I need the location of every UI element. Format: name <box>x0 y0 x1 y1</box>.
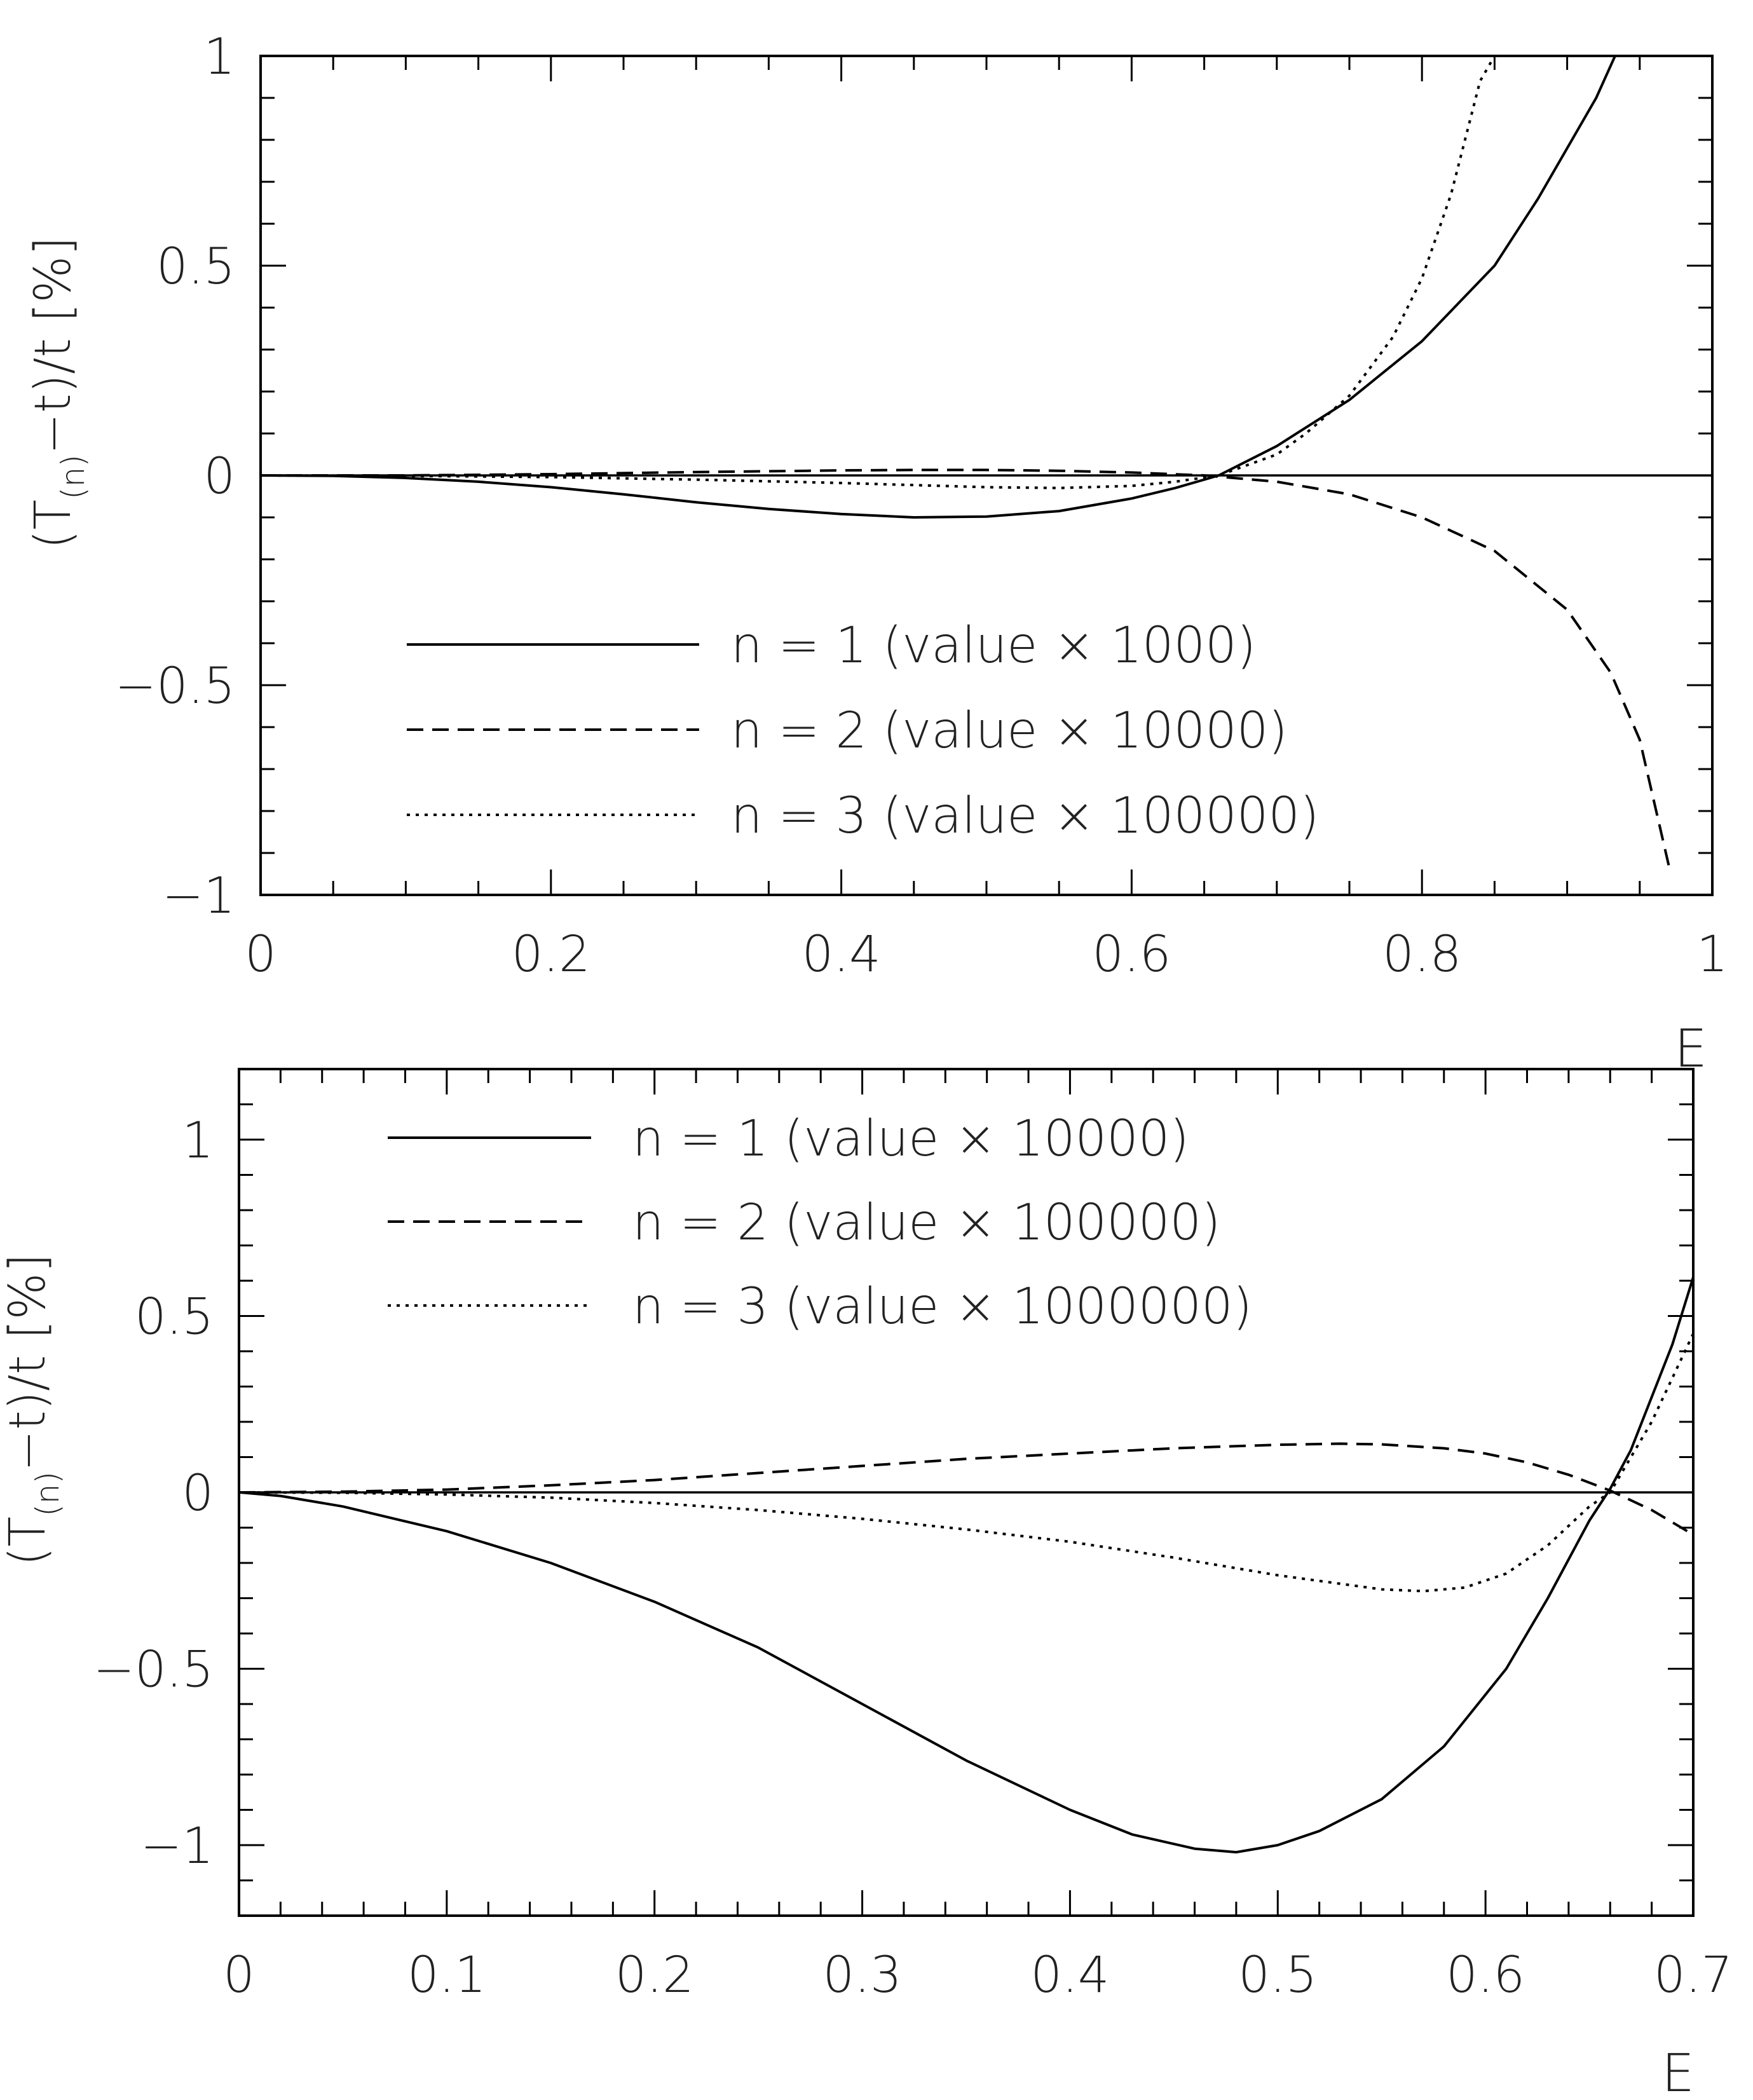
legend-label-n3: n = 3 (value × 1000000) <box>632 1278 1252 1335</box>
y-tick-label: −0.5 <box>115 658 235 715</box>
x-tick-label: 0.8 <box>1382 926 1461 983</box>
chart-panel-1: 0 0.2 0.4 0.6 0.8 1−1−0.500.51E(T(n)−t)/t [%]… <box>25 29 1728 1079</box>
y-tick-label: 1 <box>182 1112 214 1169</box>
y-tick-label: −1 <box>162 868 235 925</box>
y-tick-label: −1 <box>140 1818 214 1875</box>
y-tick-label: 0 <box>182 1465 214 1522</box>
legend: n = 1 (value × 1000) n = 2 (value × 10000… <box>407 617 1319 845</box>
x-tick-label: 0.6 <box>1092 926 1171 983</box>
y-tick-label: 0.5 <box>156 238 235 296</box>
x-tick-label: 0 <box>245 926 276 983</box>
series-group <box>239 1276 1693 1854</box>
y-tick-label: 0.5 <box>135 1289 214 1346</box>
x-tick-label: 0.4 <box>802 926 881 983</box>
legend-label-n1: n = 1 (value × 10000) <box>632 1110 1189 1168</box>
chart-panel-2: 0 0.1 0.2 0.3 0.4 0.5 0.6 0.7 −1 −0.5 0 0.5 1 E (T(n)−… <box>0 1068 1733 2100</box>
series-line-n2 <box>239 1442 1693 1536</box>
series-group <box>261 56 1670 866</box>
series-line-n1 <box>239 1276 1693 1854</box>
series-line-n1 <box>261 56 1616 519</box>
legend-label-n2: n = 2 (value × 10000) <box>731 702 1288 760</box>
x-tick-label: 0.3 <box>823 1947 902 2004</box>
series-line-n3 <box>239 1333 1693 1593</box>
x-tick-label: 0.5 <box>1238 1947 1317 2004</box>
x-tick-label: 0.4 <box>1030 1947 1109 2004</box>
y-tick-label: 1 <box>203 29 235 86</box>
series-line-n2 <box>261 468 1670 866</box>
legend-label-n3: n = 3 (value × 100000) <box>731 788 1319 845</box>
legend-label-n1: n = 1 (value × 1000) <box>731 617 1256 674</box>
x-axis-label: E <box>1661 2043 1695 2100</box>
x-tick-label: 1 <box>1696 926 1728 983</box>
y-tick-label: −0.5 <box>93 1642 214 1699</box>
y-axis-label: (T(n)−t)/t [%] <box>25 236 92 549</box>
x-tick-label: 0.6 <box>1446 1947 1525 2004</box>
x-tick-label: 0.7 <box>1654 1947 1733 2004</box>
legend-label-n2: n = 2 (value × 100000) <box>632 1194 1220 1251</box>
legend: n = 1 (value × 10000) n = 2 (value × 1000… <box>388 1110 1252 1335</box>
y-tick-label: 0 <box>203 448 235 505</box>
x-tick-label: 0.2 <box>512 926 590 983</box>
y-axis-label: (T(n)−t)/t [%] <box>0 1253 66 1566</box>
x-tick-label: 0.2 <box>615 1947 694 2004</box>
x-tick-label: 0 <box>223 1947 255 2004</box>
x-tick-label: 0.1 <box>407 1947 486 2004</box>
series-line-n3 <box>261 56 1496 489</box>
